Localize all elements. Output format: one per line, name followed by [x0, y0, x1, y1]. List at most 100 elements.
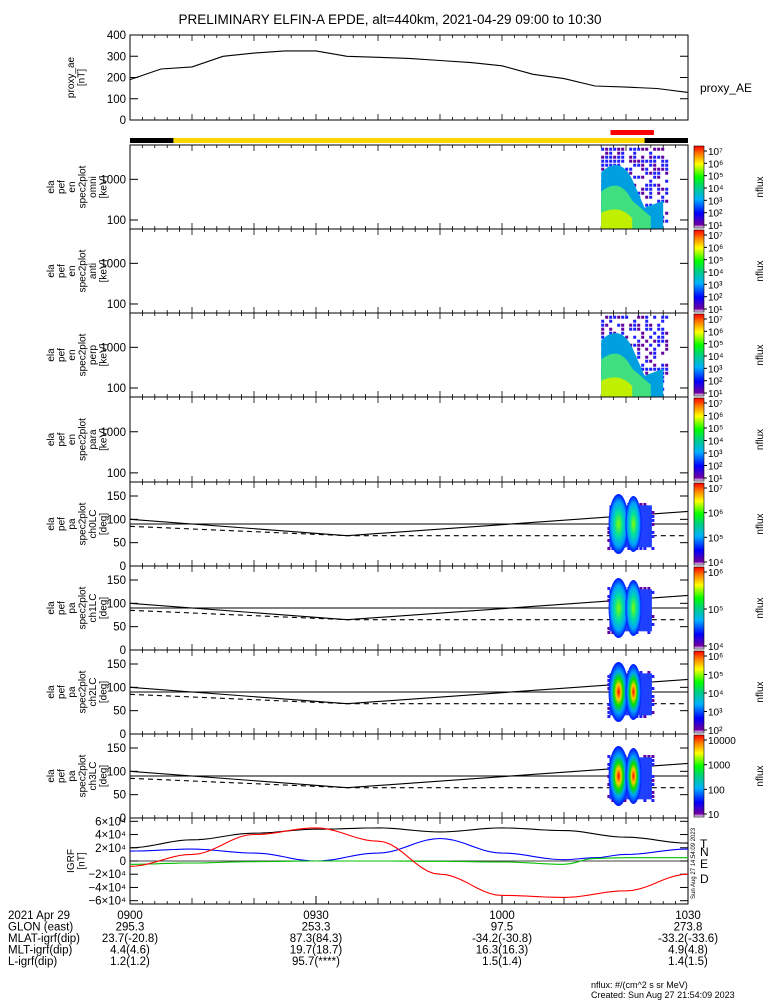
spectrogram-pixel — [651, 703, 655, 706]
spectrogram-pixel — [639, 671, 643, 674]
grf-line-E — [130, 857, 688, 865]
colorbar-tick-label: 10³ — [708, 280, 723, 291]
spectrogram-pixel — [637, 327, 641, 331]
spectrogram-pixel — [657, 183, 661, 187]
grf-line-T — [129, 827, 689, 849]
spectrogram-pixel — [653, 155, 657, 159]
spectrogram-pixel — [649, 183, 653, 187]
time-axis-value: 23.7(-20.8) — [102, 933, 158, 945]
spectrogram-pixel — [641, 191, 645, 195]
spectrogram-pixel — [633, 163, 637, 167]
colorbar-tick-label: 10⁵ — [708, 533, 723, 544]
spectrogram-pixel — [651, 763, 655, 766]
grf-legend-E: E — [700, 857, 708, 871]
colorbar-label: nflux — [755, 429, 766, 450]
y-tick-label: 100 — [107, 215, 126, 227]
spectrogram-pixel — [651, 511, 655, 514]
spectrogram-pixel — [645, 183, 649, 187]
plot-frame — [129, 396, 689, 483]
spectrogram-pixel — [647, 671, 651, 674]
spectrogram-pixel — [607, 715, 611, 718]
pa-blob — [608, 746, 629, 806]
spectrogram-pixel — [629, 155, 633, 159]
spectrogram-pixel — [601, 319, 605, 323]
colorbar-tick-label: 10⁷ — [708, 315, 723, 326]
spectrogram-pixel — [653, 363, 657, 367]
time-axis-value: -33.2(-33.6) — [658, 933, 718, 945]
side-stamp-group: Sun Aug 27 14:54:09 2023 — [691, 827, 697, 899]
spectrogram-pixel — [609, 327, 613, 331]
spectrogram-pixel — [653, 339, 657, 343]
spectrogram-pixel — [609, 155, 613, 159]
y-axis-label: ela pef pa spec2plot ch0LC [deg] — [46, 502, 110, 545]
spectrogram-pixel — [651, 779, 655, 782]
spectrogram-pixel — [649, 203, 653, 207]
colorbar-tick-label: 10² — [708, 209, 723, 220]
y-axis-label-line: [keV] — [99, 343, 110, 366]
colorbar-tick-label: 10⁵ — [708, 172, 723, 183]
spectrogram-pixel — [651, 775, 655, 778]
spectrogram-pixel — [633, 151, 637, 155]
pa-blob — [625, 748, 642, 804]
y-tick-label: 100 — [107, 468, 126, 480]
spectrogram-pixel — [651, 687, 655, 690]
spectrogram-pixel — [645, 371, 649, 375]
footer-created: Created: Sun Aug 27 21:54:09 2023 — [591, 990, 735, 1000]
spectrogram-pixel — [645, 347, 649, 351]
spectrogram-pixel — [649, 159, 653, 163]
pa-blob — [608, 662, 629, 722]
colorbar-label-group: nflux — [755, 429, 766, 450]
spectrogram-pixel — [605, 155, 609, 159]
y-tick-label: −2×10⁴ — [88, 869, 126, 881]
spectrogram-pixel — [657, 367, 661, 371]
y-axis-label-line: pa — [67, 518, 78, 530]
y-tick-label: 50 — [113, 790, 126, 802]
spectrogram-pixel — [617, 151, 621, 155]
spectrogram-pixel — [643, 503, 647, 506]
spectrogram-pixel — [641, 331, 645, 335]
y-axis-label-line: [keV] — [99, 175, 110, 198]
colorbar-tick-label: 10⁵ — [708, 424, 723, 435]
y-axis-label-line: perp — [88, 345, 99, 365]
spectrogram-pixel — [641, 315, 645, 319]
colorbar-label: nflux — [755, 597, 766, 618]
spectrogram-pixel — [609, 151, 613, 155]
time-axis-row-label: GLON (east) — [8, 922, 73, 934]
y-axis-label-line: [keV] — [99, 259, 110, 282]
spectrogram-pixel — [651, 755, 655, 758]
y-tick-label: 100 — [107, 514, 126, 526]
spectrogram-pixel — [649, 187, 653, 191]
colorbar-tick-label: 10000 — [708, 736, 736, 747]
spectrogram-pixel — [651, 799, 655, 802]
y-tick-label: 200 — [107, 73, 126, 85]
y-tick-label: 2×10⁴ — [95, 843, 126, 855]
spectrogram-pixel — [617, 147, 621, 151]
spectrogram-pixel — [633, 175, 637, 179]
spectrogram-pixel — [665, 343, 669, 347]
spectrogram-pixel — [621, 159, 625, 163]
spectrogram-pixel — [645, 339, 649, 343]
spectrogram-pixel — [607, 703, 611, 706]
y-tick-label: 0 — [120, 645, 126, 657]
grf-legend-N: N — [700, 845, 709, 859]
spectrogram-pixel — [665, 347, 669, 351]
time-axis-value: 4.9(4.8) — [668, 945, 708, 957]
loss-cone-dashed-line — [129, 609, 688, 621]
spectrogram-pixel — [657, 147, 661, 151]
colorbar-label-group: nflux — [755, 681, 766, 702]
y-axis-label-line: ela — [46, 517, 57, 531]
y-axis-label-line: proxy_ae — [66, 56, 77, 98]
y-axis-label: ela pef pa spec2plot ch1LC [deg] — [46, 586, 110, 629]
colorbar — [693, 650, 705, 734]
pitch-angle-intensity — [608, 662, 652, 722]
spectrogram-pixel — [649, 327, 653, 331]
spectrogram-pixel — [607, 595, 611, 598]
spectrogram-pixel — [661, 331, 665, 335]
pa-blob — [625, 496, 642, 552]
spectrogram-pixel — [647, 631, 651, 634]
spectrogram-pixel — [665, 367, 669, 371]
spectrogram-pixel — [651, 523, 655, 526]
spectrogram-pixel — [643, 755, 647, 758]
spectrogram-pixel — [637, 315, 641, 319]
colorbar-tick-label: 10¹ — [708, 474, 723, 485]
